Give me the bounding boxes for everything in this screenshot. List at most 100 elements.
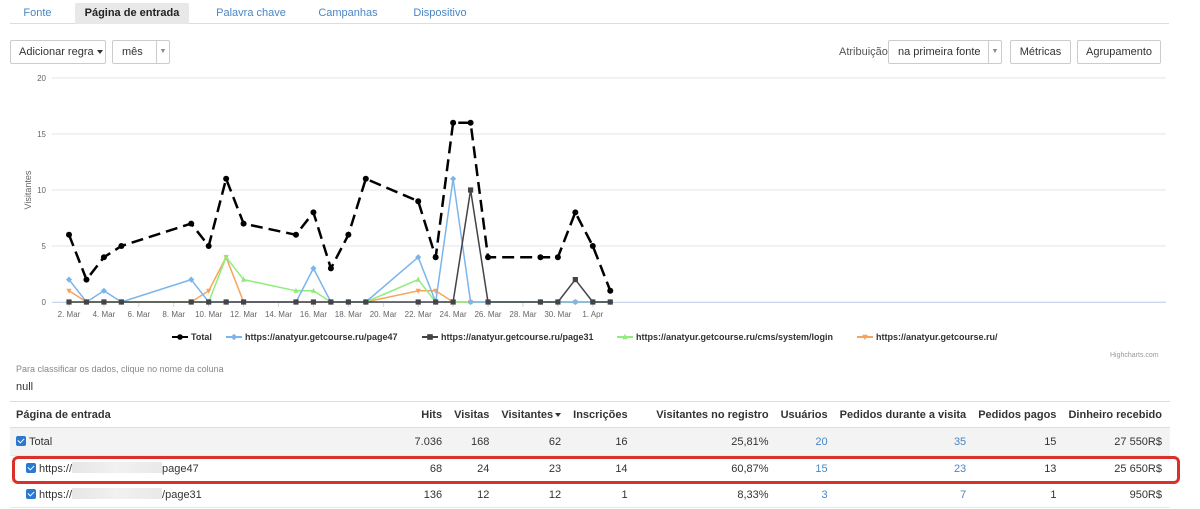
table-row-total: Total 7.036 168 62 16 25,81% 20 35 15 27… xyxy=(10,427,1170,456)
y-tick-label: 0 xyxy=(42,298,47,307)
data-point xyxy=(415,276,421,282)
period-select[interactable]: mês ▼ xyxy=(112,40,170,64)
cell-visits: 24 xyxy=(450,455,498,482)
data-point xyxy=(241,299,247,305)
row-url-suffix: page47 xyxy=(162,463,199,475)
data-point xyxy=(118,243,125,249)
cell-hits: 136 xyxy=(363,481,451,508)
tab-dispositivo[interactable]: Dispositivo xyxy=(413,7,467,19)
data-point xyxy=(362,175,369,182)
row-url-suffix: /page31 xyxy=(162,489,202,501)
col-header-users[interactable]: Usuários xyxy=(776,401,836,428)
table-header-row: Página de entrada Hits Visitas Visitante… xyxy=(10,401,1170,428)
x-tick-label: 12. Mar xyxy=(230,310,257,319)
cell-hits: 7.036 xyxy=(363,427,451,456)
period-value: mês xyxy=(122,46,143,58)
checkbox-checked-icon[interactable] xyxy=(26,489,36,499)
cell-orders-during-visit-link[interactable]: 35 xyxy=(835,427,975,456)
chevron-down-icon: ▼ xyxy=(988,41,1001,63)
col-header-visitors-on-registration[interactable]: Visitantes no registro xyxy=(635,401,777,428)
cell-orders-during-visit-link[interactable]: 23 xyxy=(835,455,975,482)
cell-visits: 12 xyxy=(450,481,498,508)
data-point xyxy=(310,299,317,305)
col-header-money-received[interactable]: Dinheiro recebido xyxy=(1064,401,1170,428)
data-point xyxy=(223,254,229,260)
y-tick-label: 5 xyxy=(42,242,47,251)
data-point xyxy=(241,276,247,282)
x-tick-label: 8. Mar xyxy=(162,310,185,319)
data-point xyxy=(427,334,433,340)
data-point xyxy=(415,288,421,294)
data-point xyxy=(65,276,73,283)
data-point xyxy=(450,119,457,126)
chevron-down-icon: ▼ xyxy=(156,41,169,63)
data-point xyxy=(100,287,108,294)
col-header-hits[interactable]: Hits xyxy=(363,401,451,428)
data-point xyxy=(555,299,561,305)
data-point xyxy=(188,220,195,227)
data-point xyxy=(572,209,579,216)
cell-users-link[interactable]: 3 xyxy=(776,481,836,508)
series-1 xyxy=(65,175,614,306)
col-header-orders-during-visit[interactable]: Pedidos durante a visita xyxy=(835,401,975,428)
col-header-visitors-label: Visitantes xyxy=(501,408,554,421)
col-header-visits[interactable]: Visitas xyxy=(450,401,498,428)
tab-palavra-chave[interactable]: Palavra chave xyxy=(216,7,286,19)
add-rule-button[interactable]: Adicionar regra xyxy=(10,40,106,64)
series-line xyxy=(69,256,611,303)
data-point xyxy=(230,333,238,341)
data-point xyxy=(572,277,578,283)
data-point xyxy=(188,299,194,305)
add-rule-label: Adicionar regra xyxy=(19,46,94,58)
legend-item-label: https://anatyur.getcourse.ru/page47 xyxy=(245,332,398,342)
data-point xyxy=(310,209,317,216)
row-url-prefix: https:// xyxy=(39,463,73,475)
col-header-visitors[interactable]: Visitantes xyxy=(497,401,570,428)
tab-campanhas[interactable]: Campanhas xyxy=(318,7,378,19)
col-header-paid-orders[interactable]: Pedidos pagos xyxy=(974,401,1065,428)
cell-visitors: 62 xyxy=(497,427,570,456)
cell-money-received: 950R$ xyxy=(1064,481,1170,508)
grouping-button[interactable]: Agrupamento xyxy=(1077,40,1161,64)
x-tick-label: 28. Mar xyxy=(509,310,536,319)
redacted-url-blur xyxy=(72,488,163,499)
redacted-url-blur xyxy=(72,462,163,473)
tab-fonte[interactable]: Fonte xyxy=(23,7,52,19)
x-tick-label: 16. Mar xyxy=(300,310,327,319)
col-header-signups[interactable]: Inscrições xyxy=(569,401,636,428)
caret-down-icon xyxy=(96,50,103,55)
data-point xyxy=(206,299,212,305)
data-point xyxy=(589,243,596,249)
x-tick-label: 22. Mar xyxy=(405,310,432,319)
data-point xyxy=(293,287,299,293)
cell-users-link[interactable]: 20 xyxy=(776,427,836,456)
tab-pagina-de-entrada[interactable]: Página de entrada xyxy=(75,3,189,24)
data-point xyxy=(328,299,334,305)
cell-users-link[interactable]: 15 xyxy=(776,455,836,482)
attribution-label: Atribuição xyxy=(839,46,888,58)
data-point xyxy=(622,333,628,340)
data-point xyxy=(205,243,212,249)
source-tabs: Fonte Página de entrada Palavra chave Ca… xyxy=(10,3,1169,24)
cell-money-received: 27 550R$ xyxy=(1064,427,1170,456)
x-tick-label: 6. Mar xyxy=(128,310,151,319)
series-2 xyxy=(66,187,613,305)
attribution-select[interactable]: na primeira fonte ▼ xyxy=(888,40,1002,64)
data-point xyxy=(83,299,90,305)
x-tick-label: 24. Mar xyxy=(440,310,467,319)
cell-orders-during-visit-link[interactable]: 7 xyxy=(835,481,975,508)
checkbox-checked-icon[interactable] xyxy=(26,463,36,473)
cell-paid-orders: 13 xyxy=(974,455,1065,482)
sort-desc-icon xyxy=(555,412,562,417)
col-header-entry-page[interactable]: Página de entrada xyxy=(10,401,364,428)
cell-hits: 68 xyxy=(363,455,451,482)
row-name-cell: https:// page47 xyxy=(10,455,364,482)
checkbox-checked-icon[interactable] xyxy=(16,435,26,446)
metrics-button[interactable]: Métricas xyxy=(1010,40,1071,64)
data-point xyxy=(66,299,72,305)
data-point xyxy=(345,231,352,238)
data-point xyxy=(554,254,561,261)
chart-credits: Highcharts.com xyxy=(1110,352,1159,359)
attribution-value: na primeira fonte xyxy=(898,46,981,58)
x-tick-label: 30. Mar xyxy=(544,310,571,319)
